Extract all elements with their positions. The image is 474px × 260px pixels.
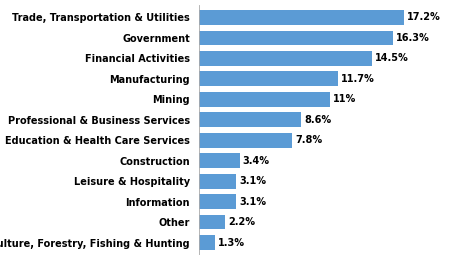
Bar bbox=[199, 31, 393, 45]
Text: 17.2%: 17.2% bbox=[407, 12, 440, 22]
Text: 1.3%: 1.3% bbox=[218, 238, 245, 248]
Text: 8.6%: 8.6% bbox=[304, 115, 332, 125]
Bar bbox=[199, 215, 225, 229]
Text: 11.7%: 11.7% bbox=[341, 74, 375, 84]
Bar bbox=[199, 92, 330, 107]
Text: 3.1%: 3.1% bbox=[239, 176, 266, 186]
Bar bbox=[199, 133, 292, 148]
Text: 2.2%: 2.2% bbox=[228, 217, 255, 227]
Text: 11%: 11% bbox=[333, 94, 356, 104]
Bar bbox=[199, 174, 236, 188]
Bar bbox=[199, 112, 301, 127]
Bar bbox=[199, 153, 239, 168]
Text: 3.4%: 3.4% bbox=[243, 156, 270, 166]
Text: 3.1%: 3.1% bbox=[239, 197, 266, 207]
Bar bbox=[199, 72, 338, 86]
Bar bbox=[199, 194, 236, 209]
Text: 14.5%: 14.5% bbox=[374, 53, 409, 63]
Text: 16.3%: 16.3% bbox=[396, 33, 430, 43]
Bar bbox=[199, 51, 372, 66]
Bar bbox=[199, 10, 404, 25]
Bar bbox=[199, 235, 215, 250]
Text: 7.8%: 7.8% bbox=[295, 135, 322, 145]
